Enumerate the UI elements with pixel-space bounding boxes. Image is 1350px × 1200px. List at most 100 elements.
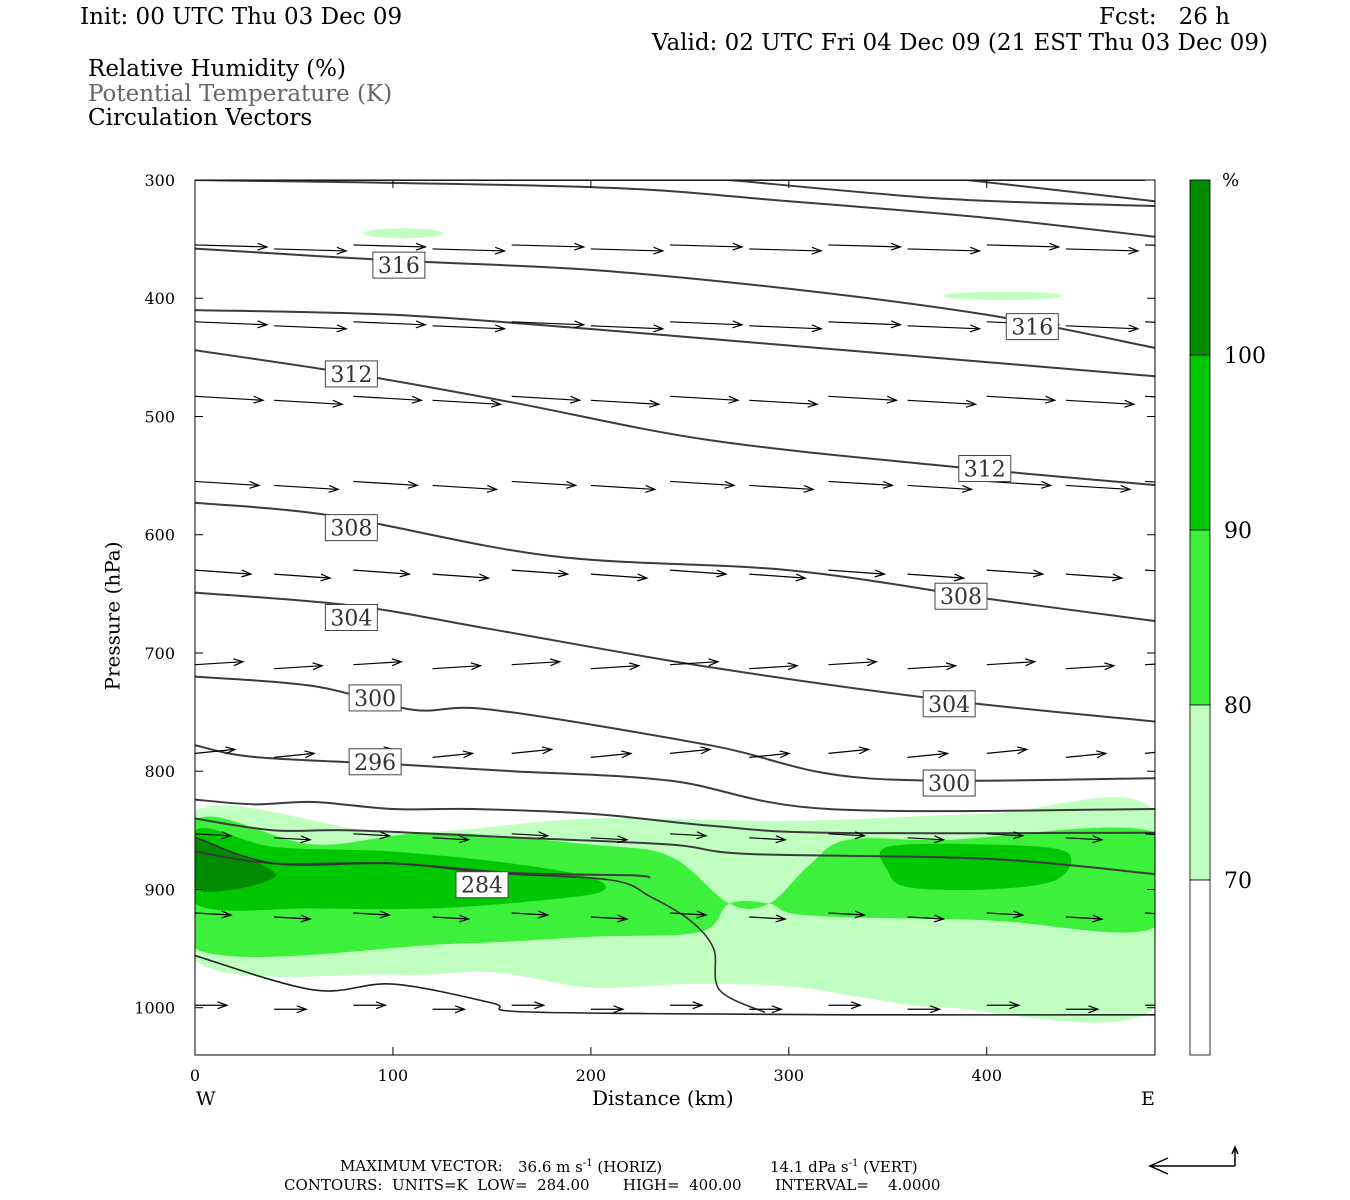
- reference-vector-icon: [1148, 1145, 1239, 1175]
- vector-arrow: [511, 910, 550, 919]
- max-vector-horiz: 36.6 m s-1 (HORIZ): [518, 1158, 663, 1176]
- x-end-left: W: [196, 1088, 216, 1110]
- contour-label: 308: [324, 514, 378, 542]
- y-tick-label: 800: [144, 762, 175, 781]
- vector-arrow: [432, 484, 499, 493]
- vector-arrow: [590, 399, 661, 408]
- y-tick-label: 900: [144, 880, 175, 899]
- vector-arrow: [353, 320, 428, 329]
- contour-label: 284: [455, 871, 509, 899]
- vector-arrow: [590, 324, 665, 333]
- svg-text:300: 300: [928, 772, 970, 797]
- y-tick-label: 300: [144, 171, 175, 190]
- vector-arrow: [1065, 835, 1104, 844]
- vector-arrow: [432, 246, 507, 255]
- vector-arrow: [670, 242, 744, 251]
- vector-arrow: [670, 395, 740, 404]
- isentrope-line-3: [195, 180, 1155, 238]
- colorbar-segment: [1189, 879, 1211, 1056]
- legend-rh: Relative Humidity (%): [88, 56, 346, 82]
- forecast-hour: Fcst: 26 h: [1099, 4, 1230, 30]
- vector-arrow: [274, 399, 344, 408]
- x-axis-title: Distance (km): [592, 1086, 734, 1110]
- vector-arrow: [907, 484, 974, 493]
- rh-region-rh-90-100-1: [879, 843, 1072, 891]
- rh-region-rh-100-0: [195, 838, 276, 892]
- vector-arrow: [749, 246, 823, 255]
- vector-arrow: [1065, 1005, 1100, 1014]
- rh-patch-upper-right: [942, 291, 1063, 300]
- colorbar-segment: [1189, 704, 1211, 881]
- svg-text:304: 304: [928, 693, 970, 718]
- contours-info: CONTOURS: UNITS=K LOW= 284.00 HIGH= 400.…: [284, 1176, 941, 1194]
- colorbar-level-label: 90: [1224, 519, 1252, 544]
- vector-arrow: [749, 324, 823, 333]
- vector-arrow: [986, 395, 1057, 404]
- vector-arrow: [986, 910, 1025, 919]
- colorbar-segment: [1189, 179, 1211, 356]
- vector-arrow: [195, 569, 253, 578]
- x-tick-label: 0: [190, 1066, 200, 1085]
- contour-label: 312: [324, 360, 378, 388]
- contour-label: 296: [348, 748, 402, 776]
- contour-label: 304: [922, 690, 976, 718]
- vector-arrow: [195, 831, 233, 840]
- vector-arrow: [353, 242, 428, 251]
- vector-arrow: [907, 399, 978, 408]
- vector-arrow: [432, 324, 507, 333]
- vector-arrow: [353, 480, 420, 489]
- vector-arrow: [590, 914, 629, 923]
- vector-arrow: [907, 246, 982, 255]
- rh-patch-upper-left: [362, 228, 443, 239]
- colorbar-level-label: 80: [1224, 694, 1252, 719]
- vector-arrow: [1065, 484, 1132, 493]
- vector-arrow: [749, 1005, 783, 1014]
- isentrope-line-4: [195, 247, 1155, 349]
- svg-text:284: 284: [461, 874, 503, 899]
- vector-arrow: [511, 746, 554, 755]
- vector-arrow: [274, 1005, 308, 1014]
- colorbar-unit: %: [1222, 170, 1240, 191]
- vector-arrow: [195, 320, 269, 329]
- vector-arrow: [749, 835, 787, 844]
- y-axis-title: Pressure (hPa): [100, 541, 125, 691]
- vector-arrow: [749, 573, 807, 582]
- vector-arrow: [274, 324, 348, 333]
- contour-label-layer: 316 316 312 312 308 308 304 304 300 300 296 284: [324, 251, 1059, 899]
- vector-arrow: [432, 750, 475, 759]
- isentrope-line-10: [195, 744, 1155, 813]
- max-vector-label: MAXIMUM VECTOR:: [340, 1157, 503, 1175]
- contour-label: 300: [922, 769, 976, 797]
- vector-arrow: [511, 831, 550, 840]
- vector-arrow: [828, 569, 887, 578]
- vector-arrow: [274, 662, 324, 671]
- y-tick-label: 1000: [134, 999, 175, 1018]
- vector-arrow: [432, 662, 483, 671]
- isentrope-line-12: [195, 817, 1155, 876]
- vector-arrow: [828, 831, 867, 840]
- x-tick-label: 400: [971, 1066, 1002, 1085]
- vector-arrow: [907, 835, 946, 844]
- vector-arrow: [511, 569, 570, 578]
- colorbar-segment: [1189, 354, 1211, 531]
- vector-arrow: [749, 750, 791, 759]
- vector-arrow: [1145, 751, 1155, 754]
- contour-label: 304: [324, 604, 378, 632]
- vector-arrow: [749, 484, 815, 493]
- vector-arrow: [511, 320, 586, 329]
- vector-arrow: [353, 395, 424, 404]
- vector-arrow: [670, 320, 744, 329]
- vector-arrow: [828, 658, 879, 667]
- x-tick-label: 100: [378, 1066, 409, 1085]
- vector-arrow: [670, 910, 708, 919]
- y-tick-label: 600: [144, 526, 175, 545]
- vector-arrow: [511, 1001, 546, 1010]
- vector-arrow: [353, 831, 392, 840]
- vector-arrow: [511, 395, 582, 404]
- vector-arrow: [195, 242, 269, 251]
- isentrope-line-5: [195, 309, 1155, 378]
- vector-arrow: [986, 746, 1029, 755]
- plot-frame: [194, 179, 1156, 1056]
- vector-layer: [195, 242, 1155, 1014]
- vector-arrow: [432, 573, 491, 582]
